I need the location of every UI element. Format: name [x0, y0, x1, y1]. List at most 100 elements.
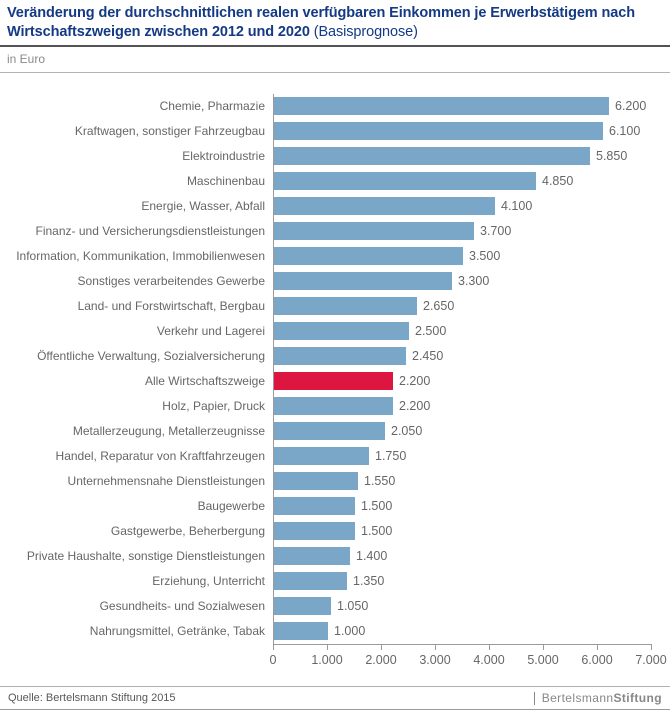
x-axis-tick-label: 2.000: [365, 652, 397, 667]
x-axis-tick-label: 0: [269, 652, 277, 667]
bar-track: 1.350: [273, 568, 670, 594]
value-label: 5.850: [596, 149, 628, 164]
bar-track: 2.050: [273, 418, 670, 444]
bar: [274, 272, 452, 291]
category-label: Private Haushalte, sonstige Dienstleistu…: [26, 549, 265, 564]
category-label: Alle Wirtschaftszweige: [144, 374, 265, 389]
logo-divider: [533, 691, 535, 705]
value-label: 2.450: [412, 349, 444, 364]
chart-header: Veränderung der durchschnittlichen reale…: [0, 0, 670, 47]
unit-label: in Euro: [0, 47, 670, 73]
x-axis-tick: [327, 644, 328, 650]
bar-row: Private Haushalte, sonstige Dienstleistu…: [0, 543, 670, 569]
x-axis-tick: [273, 644, 274, 650]
bar: [274, 597, 331, 616]
value-label: 1.550: [364, 474, 396, 489]
x-axis-tick-label: 4.000: [473, 652, 505, 667]
bar-row: Unternehmensnahe Dienstleistungen 1.550: [0, 468, 670, 494]
value-label: 1.400: [356, 549, 388, 564]
bar: [274, 572, 347, 591]
value-label: 1.500: [361, 499, 393, 514]
bar-track: 6.200: [273, 93, 670, 119]
bar-track: 4.850: [273, 168, 670, 194]
bar-track: 2.500: [273, 318, 670, 344]
bar-track: 1.000: [273, 618, 670, 644]
bar-highlight: [274, 372, 393, 391]
bar-row: Gastgewerbe, Beherbergung 1.500: [0, 518, 670, 544]
x-axis-tick: [381, 644, 382, 650]
bar-row: Maschinenbau 4.850: [0, 168, 670, 194]
x-axis-tick-label: 3.000: [419, 652, 451, 667]
bar-row: Öffentliche Verwaltung, Sozialversicheru…: [0, 343, 670, 369]
x-axis-line: 0 1.000 2.000 3.000 4.000 5.000 6.000 7.000: [270, 643, 667, 667]
value-label: 2.650: [423, 299, 455, 314]
x-axis: 0 1.000 2.000 3.000 4.000 5.000 6.000 7.000: [270, 643, 670, 674]
category-label: Öffentliche Verwaltung, Sozialversicheru…: [37, 349, 265, 364]
bar: [274, 497, 355, 516]
value-label: 4.100: [501, 199, 533, 214]
bar-track: 5.850: [273, 143, 670, 169]
bar: [274, 197, 495, 216]
value-label: 6.200: [615, 99, 647, 114]
bar-row: Nahrungsmittel, Getränke, Tabak 1.000: [0, 618, 670, 644]
bar-track: 2.200: [273, 368, 670, 394]
bar-rows: Chemie, Pharmazie 6.200 Kraftwagen, sonsti…: [0, 93, 670, 644]
bar-track: 6.100: [273, 118, 670, 144]
value-label: 1.750: [375, 449, 407, 464]
x-axis-tick-label: 6.000: [581, 652, 613, 667]
source-note: Quelle: Bertelsmann Stiftung 2015: [8, 692, 176, 704]
bar-track: 2.650: [273, 293, 670, 319]
chart-footer: Quelle: Bertelsmann Stiftung 2015 Bertel…: [0, 686, 670, 710]
bar-row: Alle Wirtschaftszweige 2.200: [0, 368, 670, 394]
category-label: Erziehung, Unterricht: [152, 574, 265, 589]
bar: [274, 347, 406, 366]
bar-row: Verkehr und Lagerei 2.500: [0, 318, 670, 344]
bar-row: Handel, Reparatur von Kraftfahrzeugen 1.7…: [0, 443, 670, 469]
bar: [274, 522, 355, 541]
bar-track: 2.450: [273, 343, 670, 369]
bar-track: 1.050: [273, 593, 670, 619]
bar-track: 3.700: [273, 218, 670, 244]
category-label: Maschinenbau: [186, 174, 265, 189]
value-label: 2.500: [415, 324, 447, 339]
value-label: 1.000: [334, 624, 366, 639]
bar-track: 1.750: [273, 443, 670, 469]
bar-chart: Chemie, Pharmazie 6.200 Kraftwagen, sonsti…: [0, 73, 670, 674]
bar-row: Erziehung, Unterricht 1.350: [0, 568, 670, 594]
bar: [274, 147, 590, 166]
bar: [274, 122, 603, 141]
bar-row: Land- und Forstwirtschaft, Bergbau 2.650: [0, 293, 670, 319]
value-label: 1.500: [361, 524, 393, 539]
category-label: Metallerzeugung, Metallerzeugnisse: [72, 424, 265, 439]
category-label: Verkehr und Lagerei: [156, 324, 265, 339]
x-axis-tick-label: 7.000: [635, 652, 667, 667]
value-label: 2.200: [399, 374, 431, 389]
bar-row: Energie, Wasser, Abfall 4.100: [0, 193, 670, 219]
bar: [274, 547, 350, 566]
bar: [274, 322, 409, 341]
bar-row: Sonstiges verarbeitendes Gewerbe 3.300: [0, 268, 670, 294]
bar-row: Information, Kommunikation, Immobilienwe…: [0, 243, 670, 269]
bar-track: 1.550: [273, 468, 670, 494]
bar-track: 1.500: [273, 493, 670, 519]
category-label: Finanz- und Versicherungsdienstleistunge…: [35, 224, 265, 239]
x-axis-tick: [435, 644, 436, 650]
bar: [274, 397, 393, 416]
chart-title: Veränderung der durchschnittlichen reale…: [7, 4, 662, 42]
category-label: Sonstiges verarbeitendes Gewerbe: [77, 274, 265, 289]
bar: [274, 472, 358, 491]
x-axis-tick: [489, 644, 490, 650]
logo-text-bold: Stiftung: [613, 691, 662, 705]
bar-row: Elektroindustrie 5.850: [0, 143, 670, 169]
bar-row: Holz, Papier, Druck 2.200: [0, 393, 670, 419]
bar-row: Chemie, Pharmazie 6.200: [0, 93, 670, 119]
value-label: 1.350: [353, 574, 385, 589]
value-label: 3.300: [458, 274, 490, 289]
bar: [274, 447, 369, 466]
bar-track: 3.500: [273, 243, 670, 269]
value-label: 1.050: [337, 599, 369, 614]
category-label: Chemie, Pharmazie: [159, 99, 265, 114]
x-axis-tick-label: 5.000: [527, 652, 559, 667]
bar-row: Baugewerbe 1.500: [0, 493, 670, 519]
